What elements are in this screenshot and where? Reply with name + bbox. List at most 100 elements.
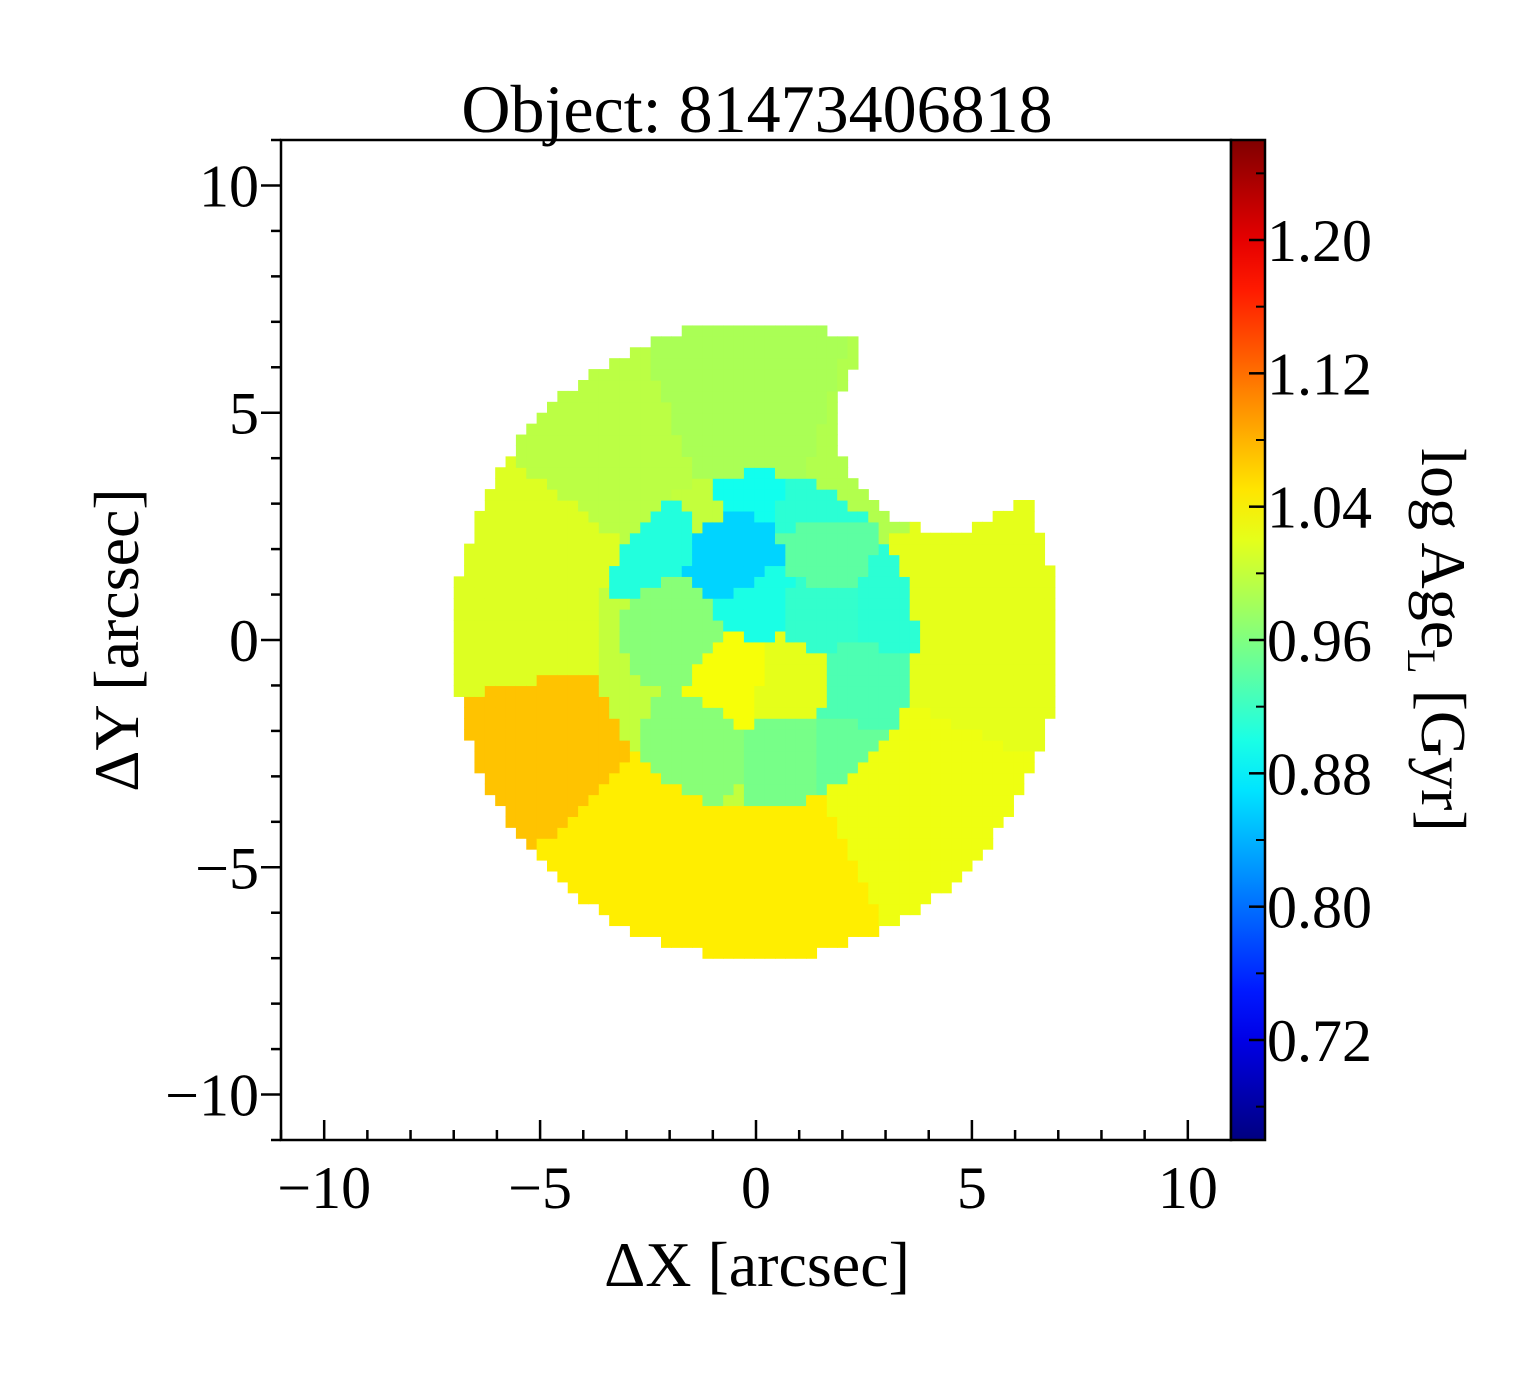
map-pixel — [578, 543, 590, 556]
map-pixel — [1034, 663, 1046, 676]
map-pixel — [1003, 707, 1014, 719]
map-pixel — [961, 783, 973, 796]
map-pixel — [826, 521, 838, 534]
map-pixel — [629, 543, 641, 556]
map-pixel — [536, 532, 548, 545]
map-pixel — [505, 620, 517, 632]
map-pixel — [878, 609, 890, 621]
map-pixel — [536, 576, 548, 588]
map-pixel — [743, 707, 755, 719]
map-pixel — [785, 663, 797, 676]
map-pixel — [692, 390, 704, 403]
map-pixel — [1003, 521, 1014, 534]
map-pixel — [681, 707, 693, 719]
map-pixel — [588, 729, 600, 741]
map-pixel — [837, 750, 849, 763]
map-pixel — [453, 609, 465, 621]
map-pixel — [681, 620, 693, 632]
map-pixel — [837, 489, 849, 501]
map-pixel — [764, 652, 776, 665]
map-pixel — [899, 772, 911, 785]
map-pixel — [650, 860, 662, 872]
map-pixel — [1003, 598, 1014, 610]
chart-title: Object: 81473406818 — [461, 71, 1052, 147]
map-pixel — [868, 510, 880, 523]
map-pixel — [629, 467, 641, 479]
map-pixel — [484, 489, 496, 501]
map-pixel — [920, 652, 932, 665]
map-pixel — [671, 750, 683, 763]
map-pixel — [847, 729, 859, 741]
map-pixel — [733, 521, 745, 534]
map-pixel — [795, 947, 807, 959]
map-pixel — [484, 718, 496, 730]
map-pixel — [971, 849, 983, 861]
map-pixel — [868, 794, 880, 807]
map-pixel — [816, 641, 828, 654]
map-pixel — [671, 783, 683, 796]
map-pixel — [764, 892, 776, 905]
map-pixel — [495, 609, 507, 621]
map-pixel — [816, 870, 828, 883]
map-pixel — [992, 554, 1004, 567]
map-pixel — [878, 750, 890, 763]
map-pixel — [536, 587, 548, 599]
map-pixel — [971, 816, 983, 828]
map-pixel — [681, 685, 693, 697]
map-pixel — [588, 412, 600, 425]
map-pixel — [598, 718, 610, 730]
map-pixel — [526, 489, 538, 501]
map-pixel — [1023, 761, 1035, 774]
map-pixel — [754, 685, 766, 697]
map-pixel — [920, 532, 932, 545]
map-pixel — [1023, 707, 1035, 719]
map-pixel — [951, 772, 963, 785]
map-pixel — [754, 434, 766, 447]
map-pixel — [868, 849, 880, 861]
map-pixel — [526, 456, 538, 468]
map-pixel — [598, 587, 610, 599]
map-pixel — [951, 565, 963, 577]
map-pixel — [661, 401, 672, 414]
map-pixel — [712, 565, 724, 577]
map-pixel — [567, 500, 579, 512]
map-pixel — [806, 456, 818, 468]
map-pixel — [754, 783, 766, 796]
map-pixel — [837, 565, 849, 577]
map-pixel — [495, 576, 507, 588]
map-pixel — [930, 794, 942, 807]
map-pixel — [712, 576, 724, 588]
map-pixel — [609, 456, 621, 468]
map-pixel — [878, 576, 890, 588]
map-pixel — [1034, 532, 1046, 545]
map-pixel — [474, 598, 486, 610]
map-pixel — [567, 685, 579, 697]
map-pixel — [650, 750, 662, 763]
map-pixel — [453, 685, 465, 697]
map-pixel — [505, 718, 517, 730]
map-pixel — [515, 761, 527, 774]
map-pixel — [1044, 707, 1056, 719]
map-pixel — [899, 718, 911, 730]
map-pixel — [992, 707, 1004, 719]
map-pixel — [940, 641, 952, 654]
map-pixel — [505, 663, 517, 676]
map-pixel — [640, 565, 652, 577]
map-pixel — [785, 630, 797, 643]
map-pixel — [764, 816, 776, 828]
map-pixel — [785, 325, 797, 337]
map-pixel — [733, 707, 745, 719]
map-pixel — [889, 729, 900, 741]
map-pixel — [578, 849, 590, 861]
map-pixel — [557, 663, 569, 676]
map-pixel — [671, 412, 683, 425]
map-pixel — [702, 816, 714, 828]
map-pixel — [837, 652, 849, 665]
map-pixel — [971, 609, 983, 621]
map-pixel — [868, 696, 880, 708]
map-pixel — [971, 707, 983, 719]
map-pixel — [723, 456, 735, 468]
map-pixel — [951, 663, 963, 676]
map-pixel — [754, 663, 766, 676]
map-pixel — [464, 598, 476, 610]
